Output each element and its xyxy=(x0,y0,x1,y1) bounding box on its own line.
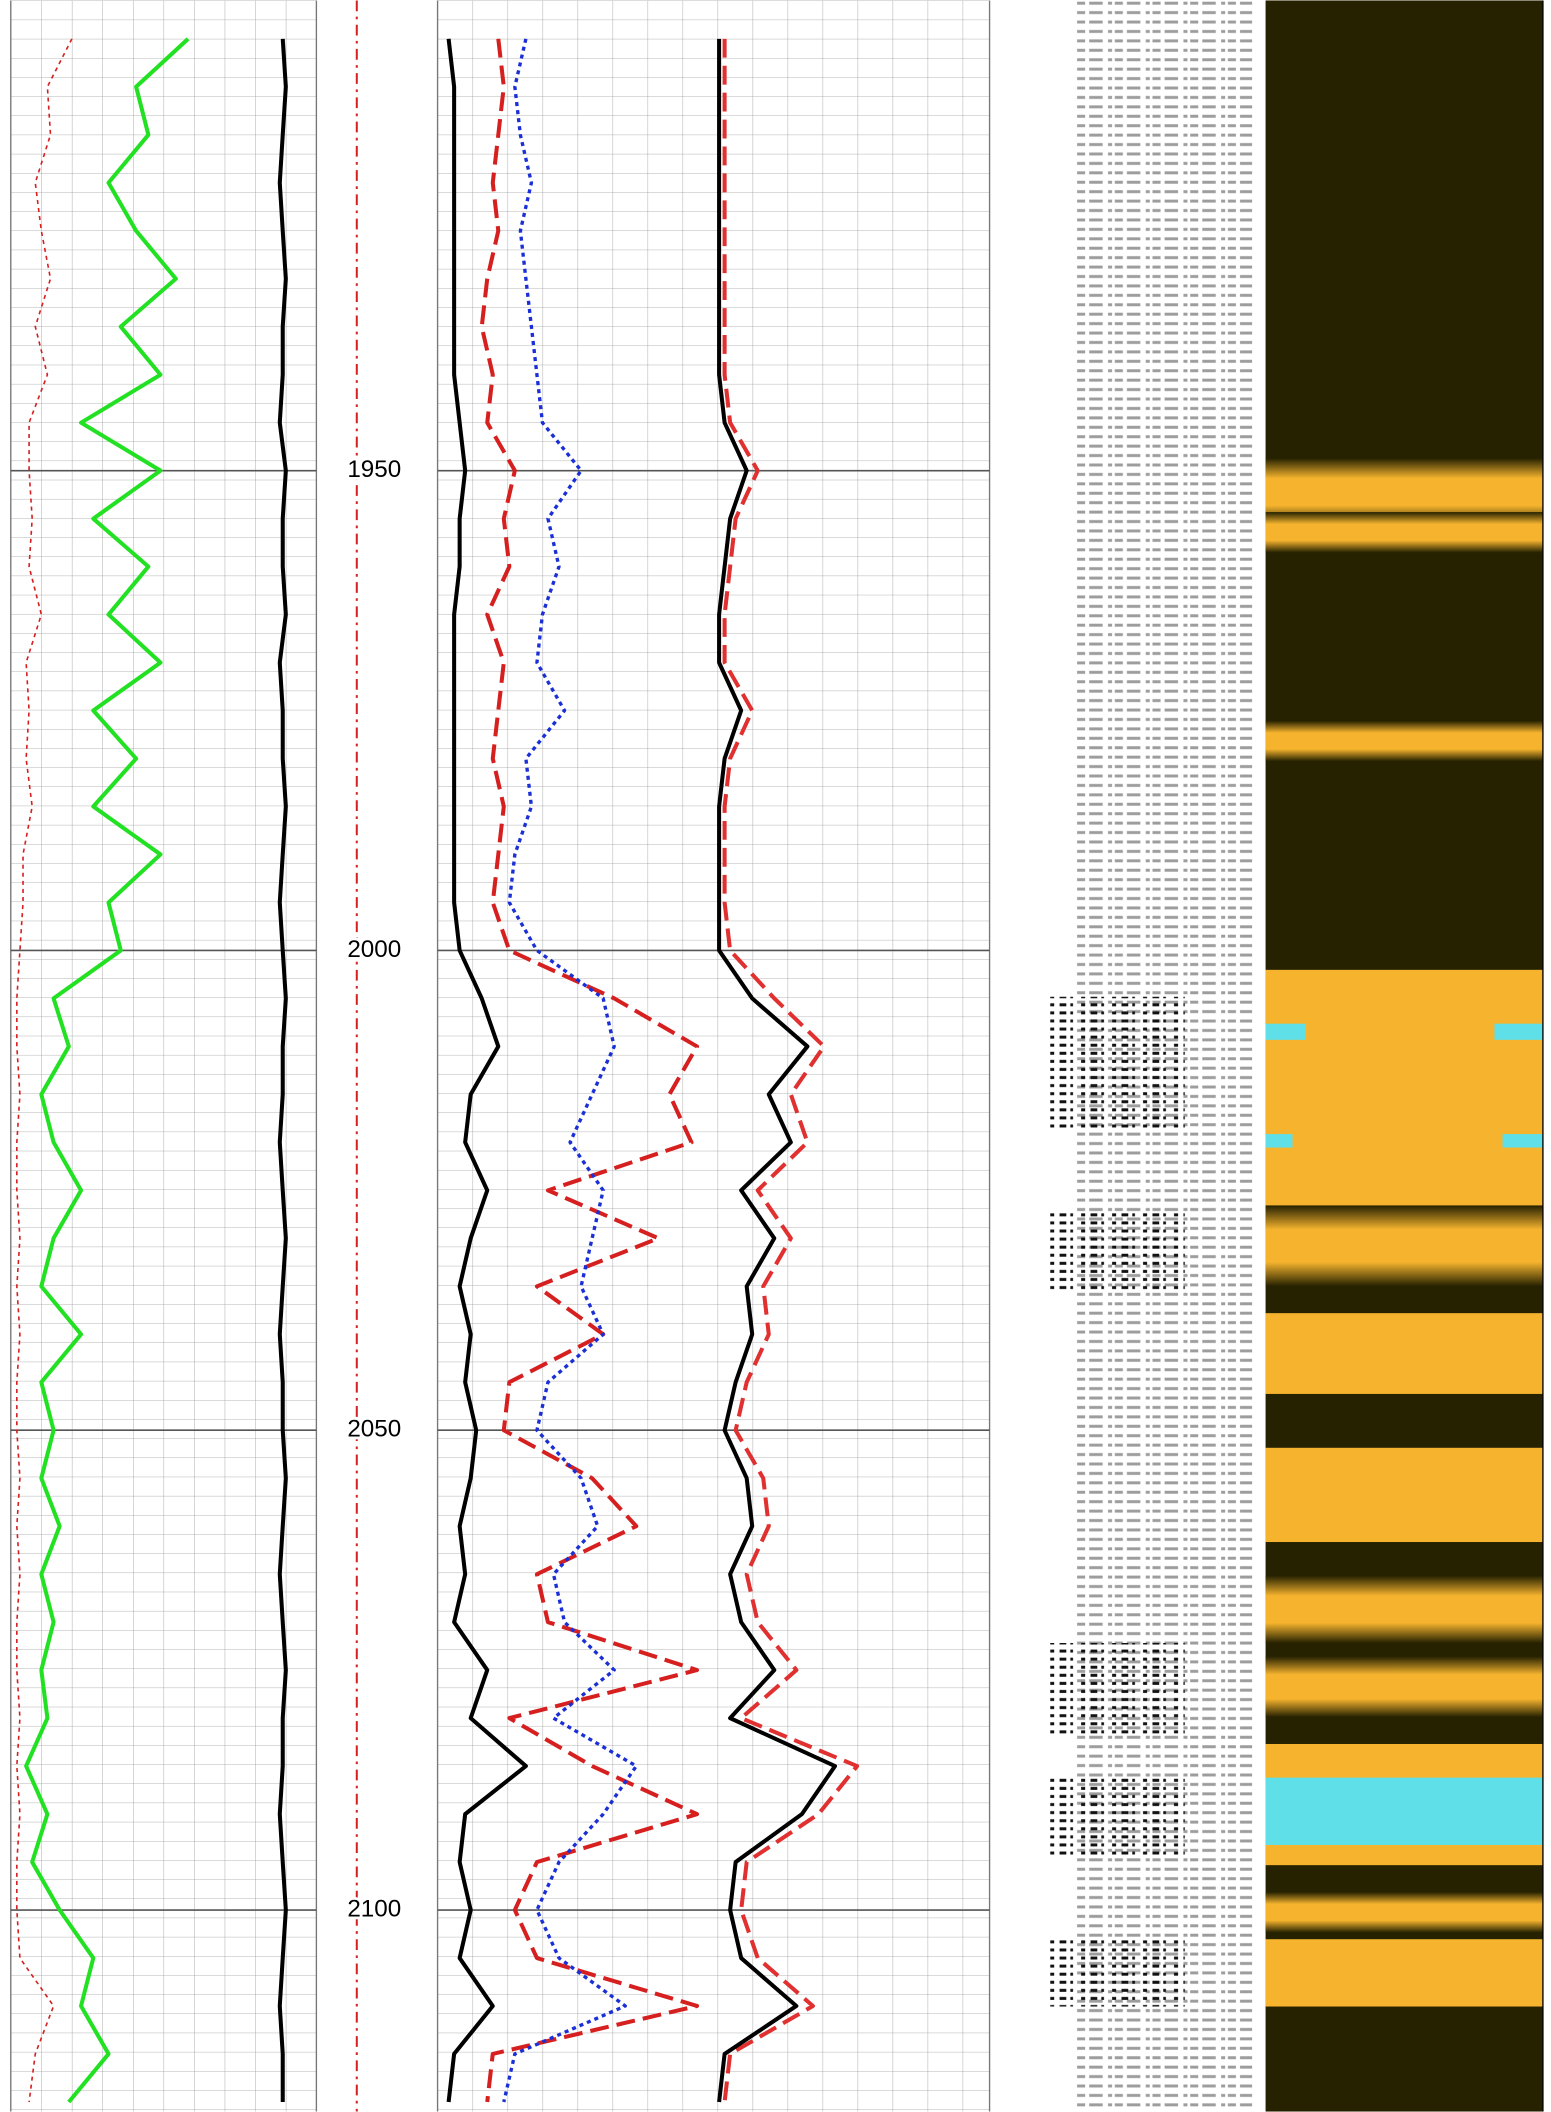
depth-label: 2100 xyxy=(347,1895,401,1922)
image-band xyxy=(1265,1313,1543,1394)
image-band-cyan xyxy=(1494,1023,1543,1040)
waveform-dark xyxy=(1050,996,1266,1132)
depth-label: 1950 xyxy=(347,456,401,483)
image-band xyxy=(1265,1656,1543,1718)
log-curve xyxy=(277,38,288,2102)
log-curve xyxy=(16,38,73,2103)
image-band xyxy=(1265,1205,1543,1287)
image-band xyxy=(1265,1892,1543,1933)
image-band xyxy=(1265,720,1543,762)
image-band-cyan xyxy=(1265,1023,1306,1040)
log-curve xyxy=(502,38,638,2103)
waveform-dark xyxy=(1050,1777,1266,1859)
image-track xyxy=(1265,0,1544,2112)
depth-label: 2000 xyxy=(347,936,401,963)
track-1-grid xyxy=(10,0,317,2112)
log-curve xyxy=(24,37,190,2104)
image-band-cyan xyxy=(1265,1134,1293,1148)
log-curve xyxy=(446,38,528,2103)
image-band xyxy=(1265,1447,1543,1543)
track-2-grid xyxy=(437,0,990,2112)
image-band xyxy=(1265,969,1543,1206)
depth-label: 2050 xyxy=(347,1416,401,1443)
image-band xyxy=(1265,1575,1543,1644)
image-band xyxy=(1265,512,1543,553)
grid-background xyxy=(10,0,991,2112)
waveform-dark xyxy=(1050,1939,1266,2007)
waveform-dark xyxy=(1050,1212,1266,1293)
image-band-cyan xyxy=(1265,1777,1543,1845)
waveform-dark xyxy=(1050,1643,1266,1738)
image-band xyxy=(1265,1939,1543,2007)
log-curve xyxy=(479,38,700,2103)
log-curve xyxy=(717,38,838,2103)
waveform-track xyxy=(1050,0,1266,2112)
depth-label: 1900 xyxy=(347,0,401,3)
image-band-cyan xyxy=(1502,1134,1543,1148)
